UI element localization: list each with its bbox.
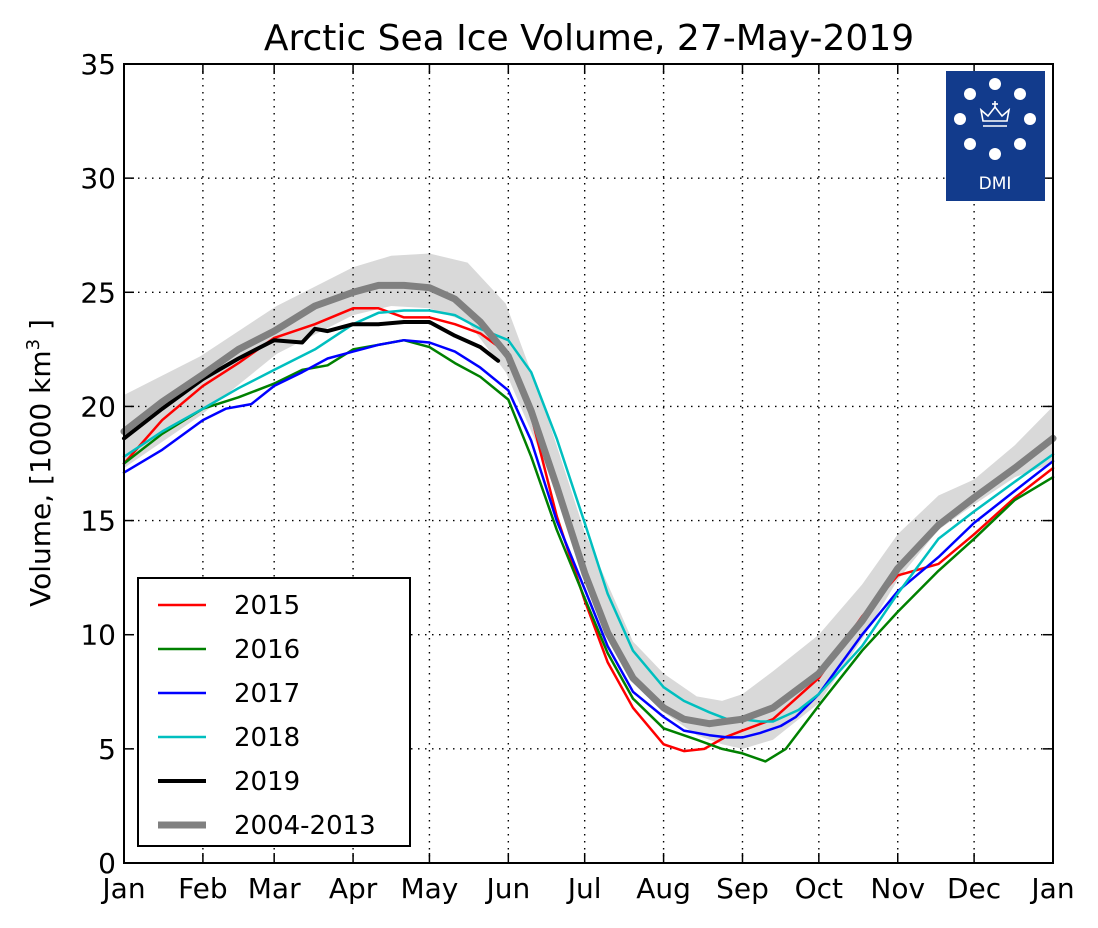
x-tick-label: Jun: [484, 872, 530, 905]
y-axis-label-sup: 3: [23, 339, 44, 350]
x-tick-label: Mar: [248, 872, 301, 905]
y-tick-label: 10: [80, 619, 116, 652]
logo-dot: [989, 148, 1001, 160]
legend-label-2015: 2015: [234, 591, 300, 621]
legend-label-2018: 2018: [234, 723, 300, 753]
dmi-logo-text: DMI: [979, 174, 1012, 194]
x-tick-label: Jan: [1029, 872, 1074, 905]
x-tick-label: Feb: [178, 872, 228, 905]
tick-layer: 0 5 10 15 20 25 30 35 Jan Feb Mar Apr May Jun Jul Aug Se…: [80, 48, 1074, 905]
y-axis-label-end: ]: [24, 319, 57, 339]
series-line-2017: [122, 338, 1055, 739]
y-tick-label: 15: [80, 505, 116, 538]
series-layer: [120, 281, 1057, 763]
legend-box: [137, 577, 411, 847]
legend-items: 2015 2016 2017 2018 2019 2004-2013: [158, 591, 376, 841]
series-line-2019: [122, 320, 501, 441]
chart-title: Arctic Sea Ice Volume, 27-May-2019: [264, 18, 914, 59]
x-tick-label: Aug: [636, 872, 691, 905]
legend: 2015 2016 2017 2018 2019 2004-2013: [137, 577, 411, 847]
series-line-2004-2013: [120, 281, 1057, 728]
x-tick-label: Jan: [100, 872, 145, 905]
x-tick-label: Apr: [329, 872, 378, 905]
x-tick-label: Dec: [947, 872, 1001, 905]
crown-icon: [979, 101, 1011, 127]
x-tick-label: May: [400, 872, 458, 905]
y-tick-label: 0: [98, 847, 116, 880]
dmi-logo: DMI: [946, 71, 1045, 201]
x-tick-label: Jul: [566, 872, 602, 905]
logo-dot: [954, 113, 966, 125]
logo-dot: [1014, 88, 1026, 100]
legend-label-2016: 2016: [234, 635, 300, 665]
dmi-logo-background: [946, 71, 1045, 201]
y-tick-label: 25: [80, 276, 116, 309]
logo-dot: [964, 138, 976, 150]
plot-frame: [123, 63, 1054, 864]
legend-label-2004-2013: 2004-2013: [234, 811, 376, 841]
series-line-2018: [122, 309, 1055, 723]
x-tick-label: Sep: [716, 872, 769, 905]
y-tick-label: 20: [80, 390, 116, 423]
legend-label-2019: 2019: [234, 767, 300, 797]
logo-dot: [1024, 113, 1036, 125]
y-axis-label: Volume, [1000 km3 ]: [23, 319, 57, 607]
legend-label-2017: 2017: [234, 679, 300, 709]
logo-dot: [989, 78, 1001, 90]
logo-dot: [964, 88, 976, 100]
x-tick-label: Nov: [870, 872, 925, 905]
logo-dot: [1014, 138, 1026, 150]
y-tick-label: 5: [98, 733, 116, 766]
x-tick-label: Oct: [795, 872, 843, 905]
y-tick-label: 30: [80, 162, 116, 195]
y-tick-label: 35: [80, 48, 116, 81]
y-axis-label-main: Volume, [1000 km: [24, 350, 57, 607]
